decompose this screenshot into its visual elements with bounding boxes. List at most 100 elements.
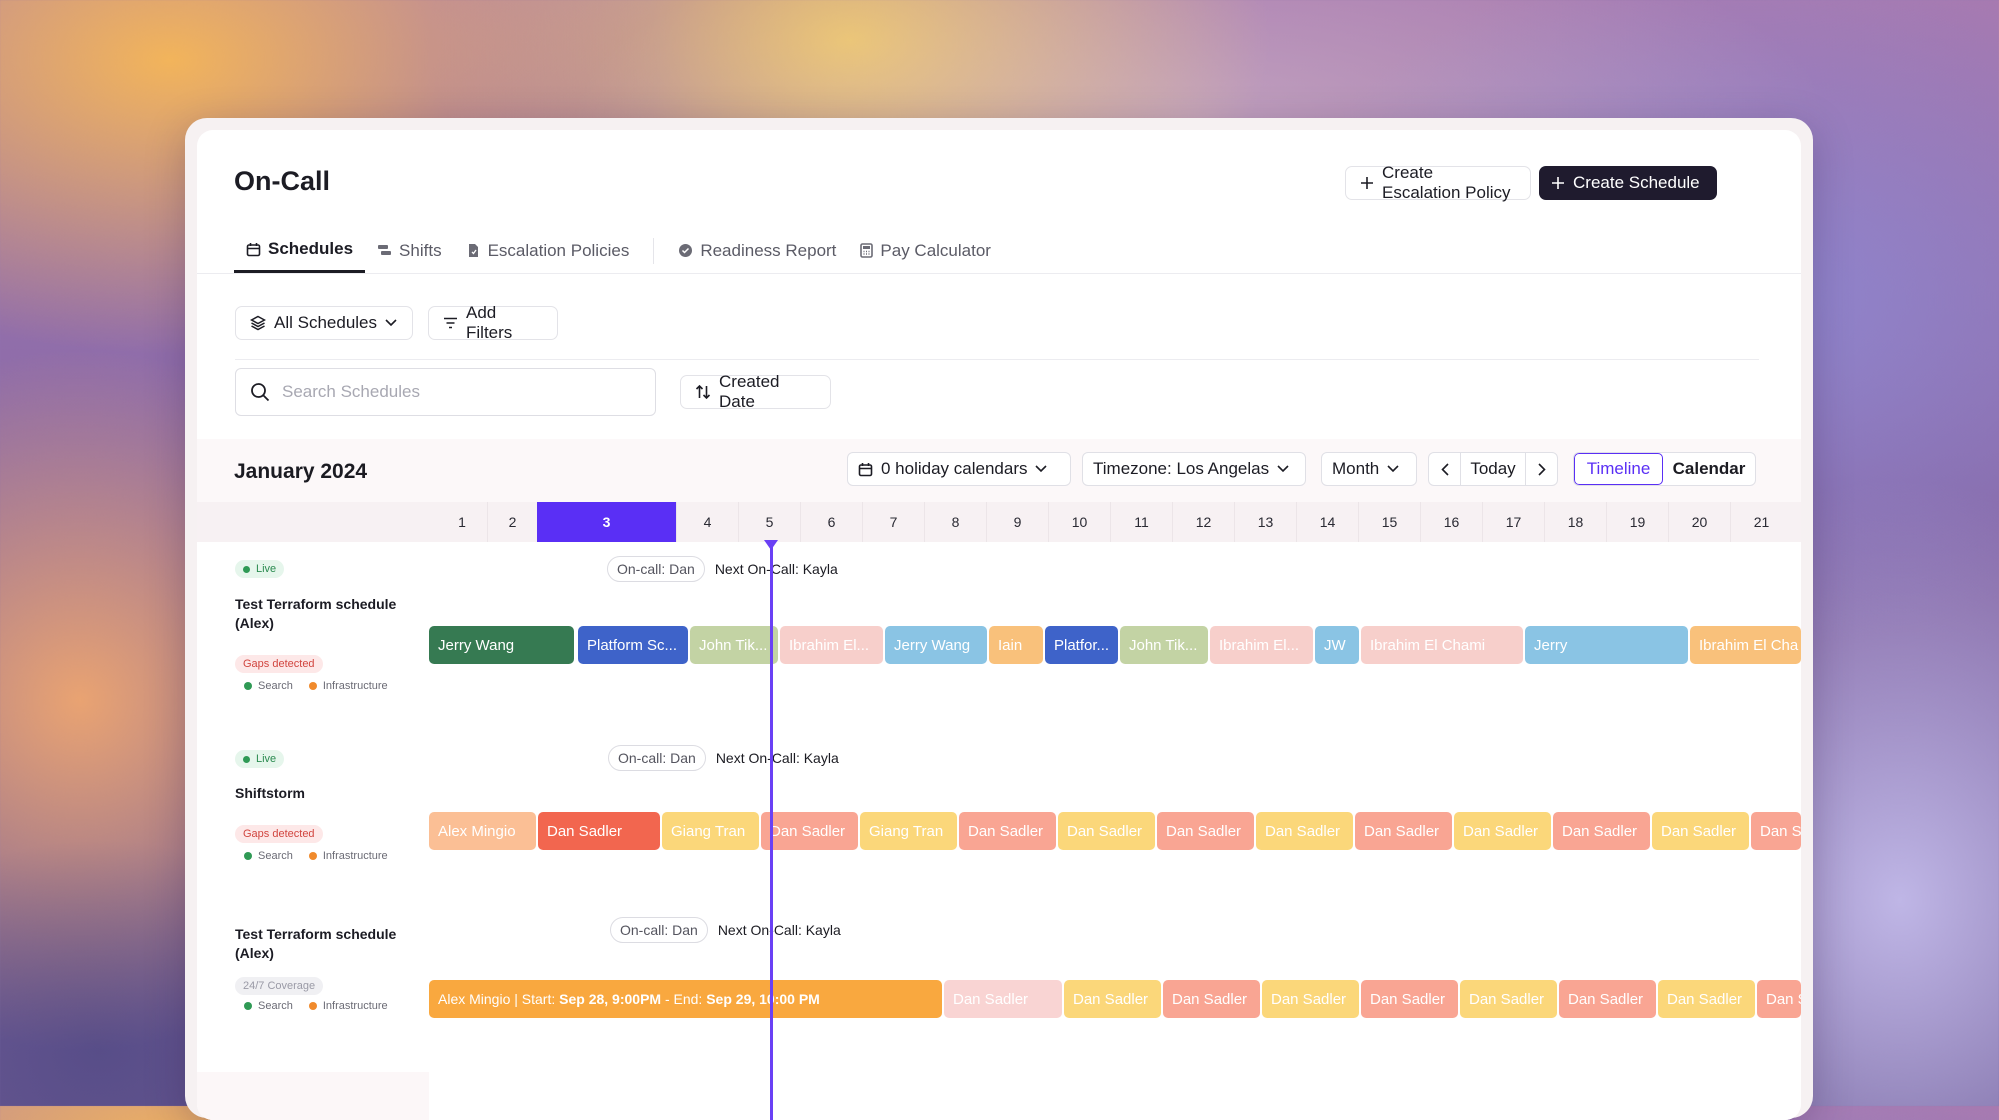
day-cell[interactable]: 21 [1730, 502, 1792, 542]
day-cell[interactable]: 19 [1606, 502, 1668, 542]
tab-escalation-policies[interactable]: Escalation Policies [454, 228, 642, 273]
tab-pay-calculator[interactable]: Pay Calculator [848, 228, 1003, 273]
tab-label: Escalation Policies [487, 240, 630, 260]
day-cell[interactable]: 10 [1048, 502, 1110, 542]
shift-block[interactable]: Ibrahim El... [1210, 626, 1313, 664]
shift-block[interactable]: Dan Sadler [1460, 980, 1557, 1018]
tag-label: Infrastructure [322, 680, 388, 692]
tab-schedules[interactable]: Schedules [234, 228, 366, 273]
shift-block[interactable]: Dan Sadler [1658, 980, 1755, 1018]
shift-block[interactable]: Dan Sadler [959, 812, 1056, 850]
tag-label: Search [258, 1000, 293, 1012]
filter-divider [235, 359, 1759, 360]
tab-label: Pay Calculator [880, 240, 991, 260]
shift-block[interactable]: Platfor... [1045, 626, 1118, 664]
shift-block[interactable]: Dan Sadler [1163, 980, 1260, 1018]
day-cell[interactable]: 15 [1358, 502, 1420, 542]
shift-block[interactable]: Dan Sadler [1157, 812, 1254, 850]
shift-block[interactable]: JW [1315, 626, 1359, 664]
day-cell[interactable]: 9 [986, 502, 1048, 542]
schedule-name[interactable]: Shiftstorm [235, 785, 305, 801]
shift-block[interactable]: Dan Sadler [1262, 980, 1359, 1018]
search-tag-dot-icon [244, 852, 252, 860]
range-dropdown[interactable]: Month [1321, 452, 1417, 486]
shift-block[interactable]: Dan Sadler [538, 812, 660, 850]
shift-block[interactable]: Dan Sadler [1553, 812, 1650, 850]
day-cell[interactable]: 20 [1668, 502, 1730, 542]
oncall-pill: On-call: Dan [607, 556, 705, 582]
day-cell-today[interactable]: 3 [537, 502, 676, 542]
shift-block[interactable]: Dan Sadler [1454, 812, 1551, 850]
schedule-row[interactable]: Test Terraform schedule (Alex) 24/7 Cove… [197, 902, 1801, 1073]
timeline-toggle[interactable]: Timeline [1574, 453, 1663, 485]
shift-block[interactable]: Dan Sadler [1361, 980, 1458, 1018]
tab-readiness-report[interactable]: Readiness Report [666, 228, 848, 273]
schedule-row[interactable]: Live Test Terraform schedule (Alex) Gaps… [197, 542, 1801, 723]
shift-block[interactable]: Dan Sa [1751, 812, 1801, 850]
day-cell[interactable]: 1 [458, 514, 466, 530]
shift-block[interactable]: Jerry Wang [429, 626, 574, 664]
day-cell[interactable]: 5 [738, 502, 800, 542]
schedule-name[interactable]: Test Terraform schedule (Alex) [235, 596, 397, 631]
tag-label: Search [258, 850, 293, 862]
shift-block[interactable]: Dan Sadler [1256, 812, 1353, 850]
timezone-dropdown[interactable]: Timezone: Los Angelas [1082, 452, 1306, 486]
shift-block[interactable]: Dan Sadler [761, 812, 858, 850]
shift-block[interactable]: Dan Sadler [1355, 812, 1452, 850]
shift-block[interactable]: Dan S [1757, 980, 1801, 1018]
search-input[interactable] [280, 381, 624, 403]
shift-block[interactable]: Ibrahim El... [780, 626, 883, 664]
shift-block[interactable]: Giang Tran [860, 812, 957, 850]
day-cell[interactable]: 16 [1420, 502, 1482, 542]
create-escalation-policy-button[interactable]: Create Escalation Policy [1345, 163, 1531, 202]
calendar-toggle[interactable]: Calendar [1663, 453, 1755, 485]
day-cell[interactable]: 7 [862, 502, 924, 542]
schedule-name[interactable]: Test Terraform schedule (Alex) [235, 926, 397, 961]
shift-block[interactable]: Dan Sadler [1559, 980, 1656, 1018]
calendar-label: Calendar [1672, 459, 1746, 478]
shift-block[interactable]: Alex Mingio [429, 812, 536, 850]
all-schedules-dropdown[interactable]: All Schedules [235, 306, 413, 340]
today-button[interactable]: Today [1461, 453, 1525, 485]
shift-block[interactable]: Dan Sadler [1064, 980, 1161, 1018]
chevron-down-icon [385, 319, 397, 327]
shift-block[interactable]: Dan Sadler [1058, 812, 1155, 850]
sort-created-date-button[interactable]: Created Date [680, 372, 831, 411]
search-box[interactable] [235, 368, 656, 416]
shift-block[interactable]: Giang Tran [662, 812, 759, 850]
shift-block-current[interactable]: Alex Mingio | Start: Sep 28, 9:00PM - En… [429, 980, 942, 1018]
tab-shifts[interactable]: Shifts [365, 228, 454, 273]
shift-block[interactable]: Dan Sadler [944, 980, 1062, 1018]
shift-block[interactable]: Platform Sc... [578, 626, 688, 664]
tag-search: Search [244, 850, 293, 862]
shift-prefix: Alex Mingio | Start: [438, 991, 560, 1007]
day-cell[interactable]: 18 [1544, 502, 1606, 542]
next-button[interactable] [1525, 453, 1557, 485]
day-cell[interactable]: 2 [487, 502, 537, 542]
sort-label: Created Date [719, 372, 780, 411]
schedule-row[interactable]: Live Shiftstorm Gaps detected Search Inf… [197, 722, 1801, 903]
shift-block[interactable]: John Tik... [690, 626, 778, 664]
day-cell[interactable]: 8 [924, 502, 986, 542]
status-badge: Live [235, 750, 285, 768]
shift-block[interactable]: Dan Sadler [1652, 812, 1749, 850]
day-cell[interactable]: 17 [1482, 502, 1544, 542]
day-cell[interactable]: 6 [800, 502, 862, 542]
shift-block[interactable]: Jerry Wang [885, 626, 987, 664]
day-cell[interactable]: 12 [1172, 502, 1234, 542]
shift-block[interactable]: Ibrahim El Cha [1690, 626, 1801, 664]
prev-button[interactable] [1429, 453, 1461, 485]
day-cell[interactable]: 13 [1234, 502, 1296, 542]
holiday-calendars-dropdown[interactable]: 0 holiday calendars [847, 452, 1071, 486]
shift-block[interactable]: John Tik... [1120, 626, 1208, 664]
day-cell[interactable]: 11 [1110, 502, 1172, 542]
tag-label: Infrastructure [322, 850, 388, 862]
create-schedule-button[interactable]: Create Schedule [1539, 166, 1717, 200]
shift-block[interactable]: Ibrahim El Chami [1361, 626, 1523, 664]
oncall-info: On-call: Dan Next On-Call: Kayla [608, 745, 839, 771]
shift-block[interactable]: Iain [989, 626, 1043, 664]
shift-block[interactable]: Jerry [1525, 626, 1688, 664]
day-cell[interactable]: 14 [1296, 502, 1358, 542]
add-filters-button[interactable]: Add Filters [428, 303, 558, 342]
day-cell[interactable]: 4 [676, 502, 738, 542]
